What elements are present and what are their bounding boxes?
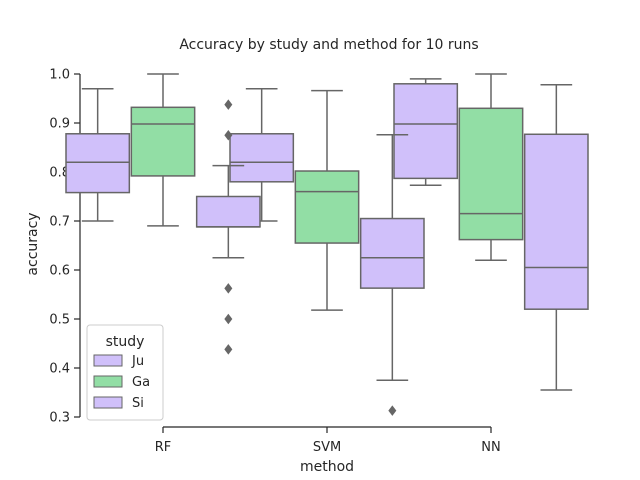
box-si-rf [195, 99, 261, 355]
y-tick-label: 0.5 [49, 313, 70, 328]
box-ju-nn [393, 78, 459, 186]
box-ju-svm [229, 87, 295, 222]
legend-label: Ga [132, 375, 150, 390]
outlier-point [224, 283, 233, 294]
box-si-nn [523, 84, 589, 391]
legend-swatch [93, 396, 123, 409]
box-body [458, 107, 524, 241]
box-body [195, 195, 261, 228]
y-tick-label: 0.7 [49, 215, 70, 230]
y-axis-label: accuracy [25, 212, 41, 275]
x-tick-label: SVM [313, 440, 341, 455]
y-tick-label: 0.4 [49, 362, 70, 377]
x-tick-label: NN [481, 440, 500, 455]
y-tick-label: 1.0 [49, 68, 70, 83]
x-tick-label: RF [155, 440, 172, 455]
box-body [359, 217, 425, 289]
outlier-point [224, 99, 233, 110]
legend-swatch [93, 354, 123, 367]
x-axis-label: method [300, 459, 354, 475]
box-body [130, 106, 196, 177]
legend-frame [86, 324, 164, 421]
outlier-point [388, 405, 397, 416]
y-tick-label: 0.9 [49, 117, 70, 132]
box-ju-rf [65, 87, 131, 222]
legend-label: Ju [131, 354, 144, 369]
box-body [229, 133, 295, 183]
box-ga-nn [458, 73, 524, 261]
y-tick-label: 0.8 [49, 166, 70, 181]
legend-label: Si [132, 396, 144, 411]
box-body [393, 83, 459, 180]
box-si-svm [359, 134, 425, 416]
y-tick-label: 0.6 [49, 264, 70, 279]
outlier-point [224, 313, 233, 325]
box-body [523, 133, 589, 310]
box-body [65, 133, 131, 194]
box-ga-rf [130, 73, 196, 227]
legend-item-ga: Ga [93, 375, 150, 390]
chart-title: Accuracy by study and method for 10 runs [179, 37, 478, 53]
legend-item-si: Si [93, 396, 144, 411]
box-ga-svm [294, 89, 360, 311]
outlier-point [224, 344, 233, 355]
legend-item-ju: Ju [93, 354, 144, 369]
y-tick-label: 0.3 [49, 411, 70, 426]
legend: study Ju Ga Si [86, 324, 164, 421]
box-group [65, 73, 589, 416]
legend-swatch [93, 375, 123, 388]
outlier-point [224, 130, 233, 141]
legend-title: study [106, 334, 145, 350]
x-axis: RF SVM NN [155, 426, 501, 455]
box-body [294, 170, 360, 244]
y-axis: 0.3 0.4 0.5 0.6 0.7 0.8 0.9 1.0 [49, 68, 81, 426]
